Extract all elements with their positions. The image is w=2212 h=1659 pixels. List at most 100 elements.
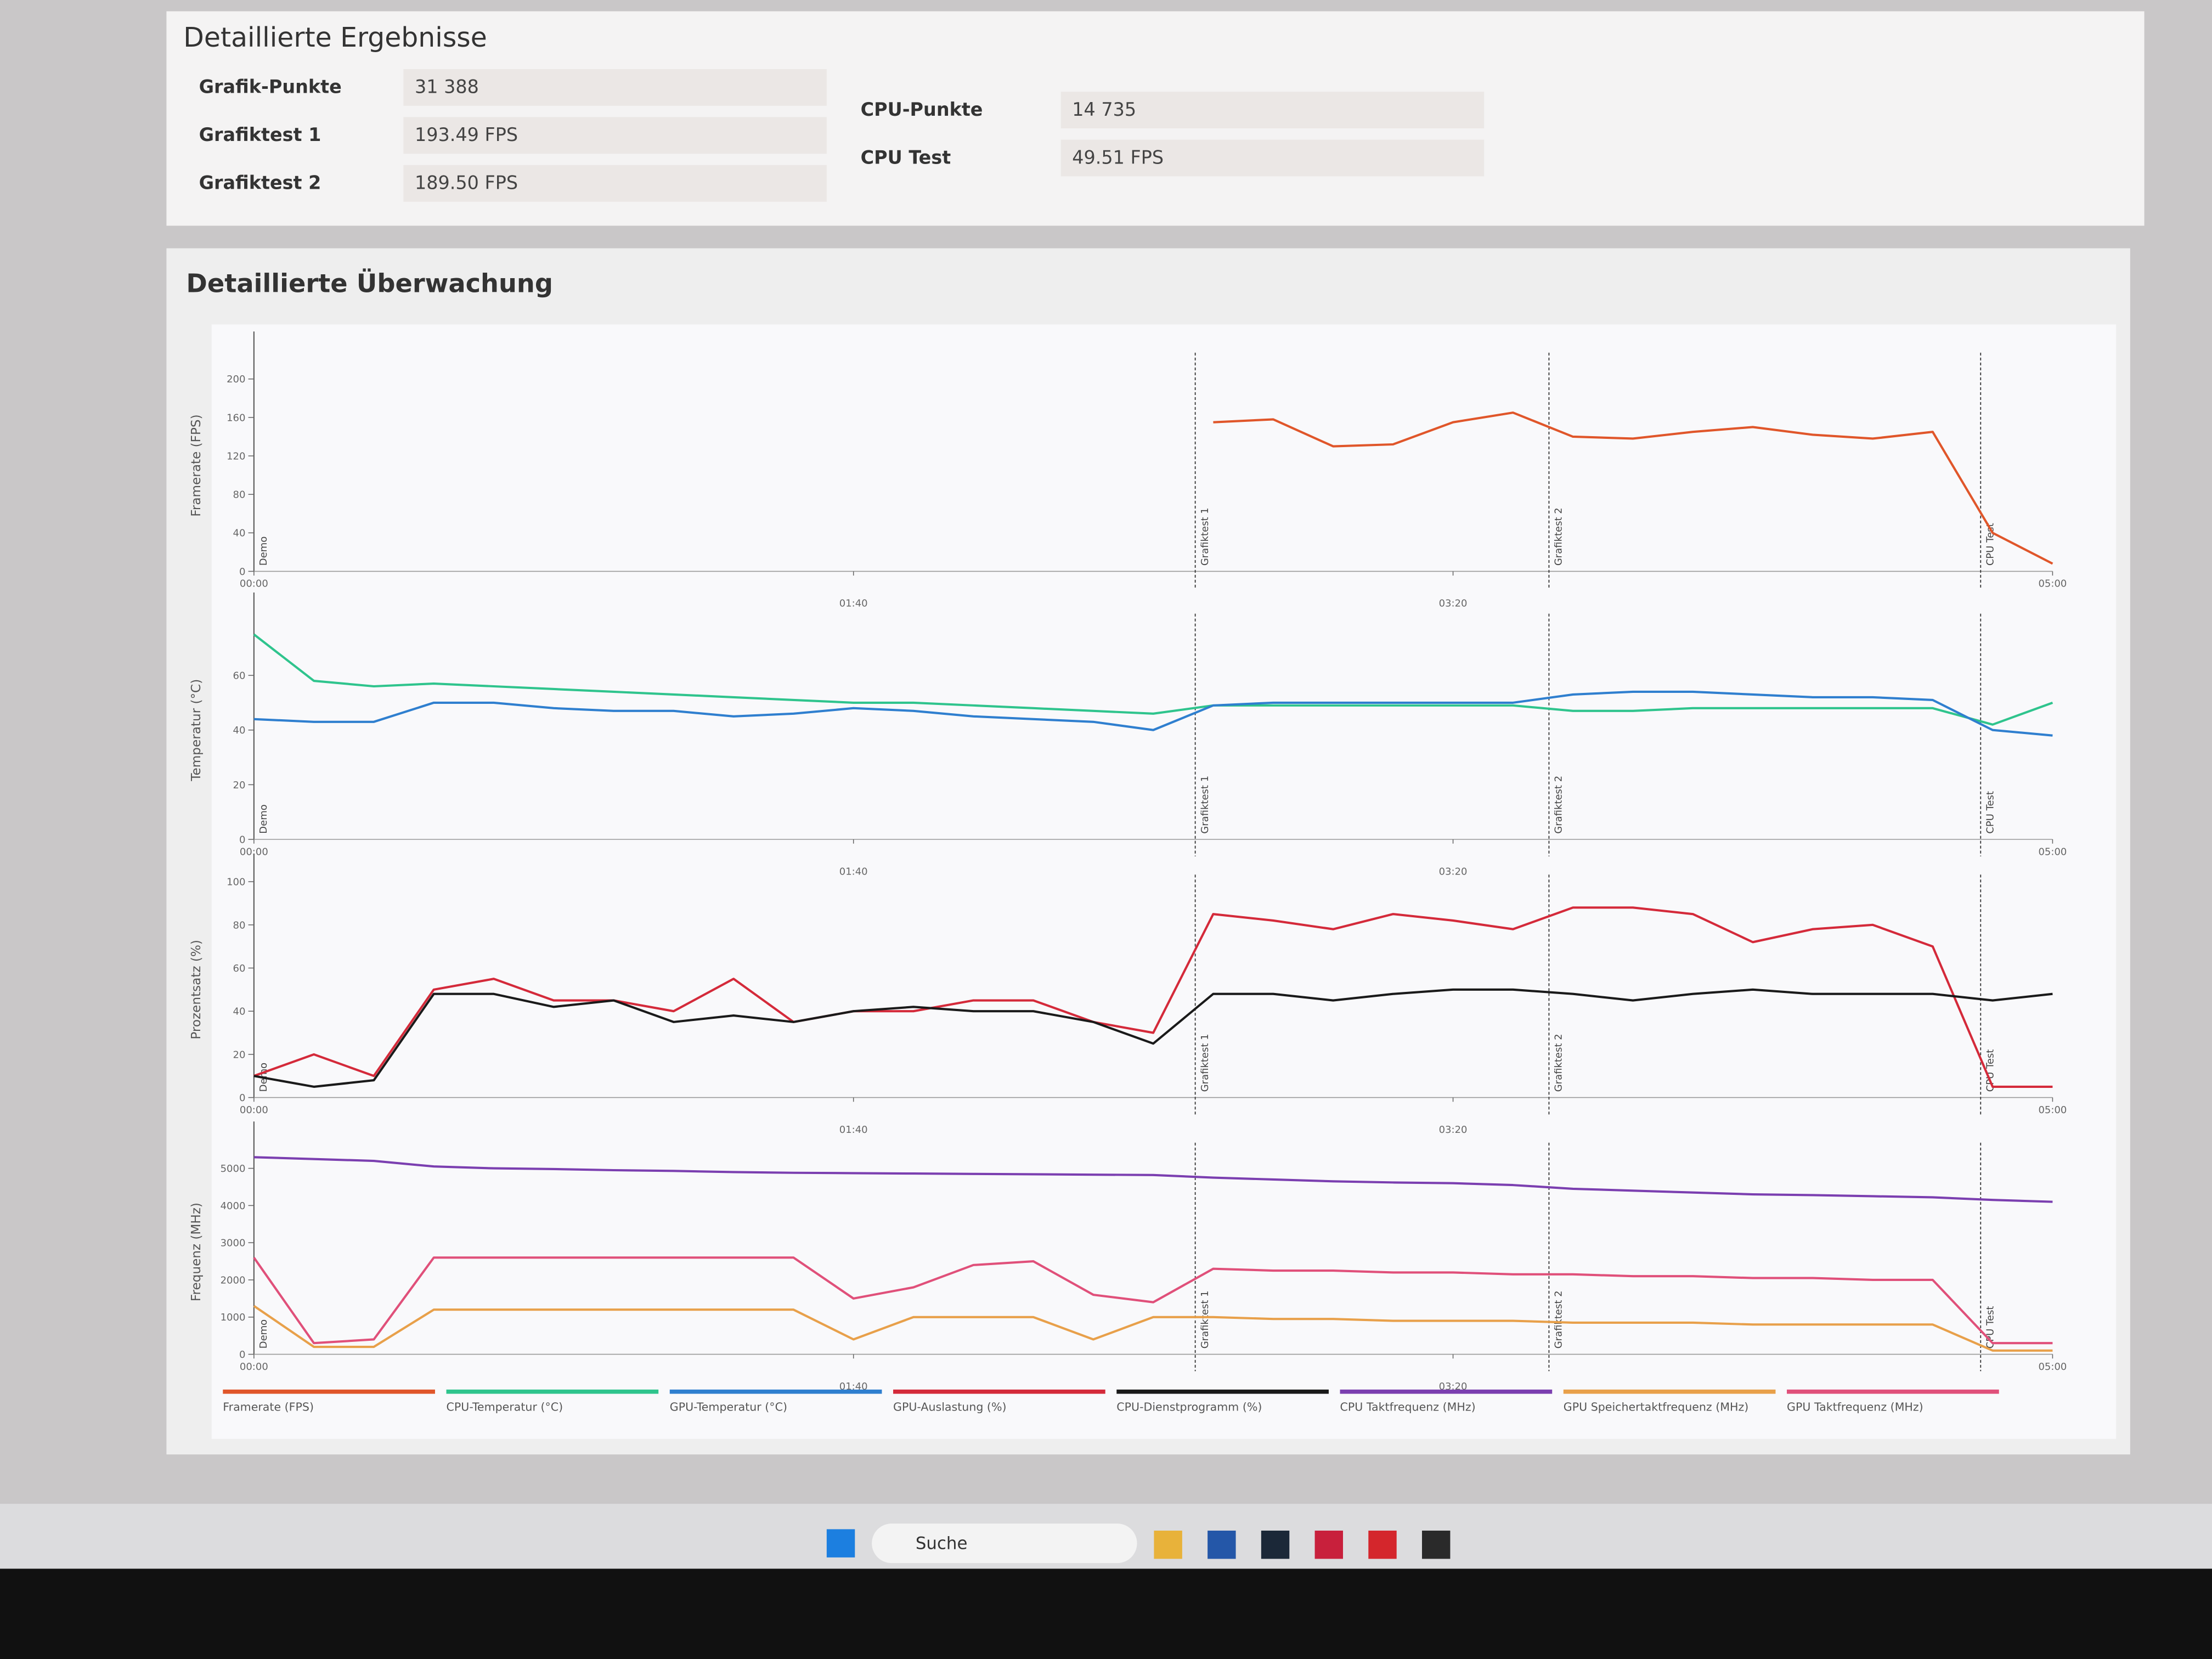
y-tick-label: 1000	[221, 1312, 246, 1323]
app-icon[interactable]	[1422, 1531, 1451, 1559]
result-value: 14 735	[1072, 99, 1136, 120]
y-tick-label: 2000	[221, 1274, 246, 1286]
legend-swatch	[1116, 1389, 1329, 1394]
x-tick-label: 05:00	[2038, 1104, 2067, 1116]
y-tick-label: 5000	[221, 1163, 246, 1175]
result-label: Grafik-Punkte	[199, 76, 342, 98]
y-tick-label: 0	[239, 566, 245, 578]
series-line	[253, 906, 2053, 1088]
x-tick-label: 05:00	[2038, 578, 2067, 590]
result-value: 193.49 FPS	[415, 124, 518, 145]
test-marker-label: Grafiktest 1	[1199, 1034, 1211, 1092]
y-tick-label: 60	[233, 963, 246, 974]
results-title: Detaillierte Ergebnisse	[183, 22, 487, 53]
legend-label: GPU Speichertaktfrequenz (MHz)	[1564, 1400, 1749, 1413]
y-tick-label: 3000	[221, 1238, 246, 1249]
results: Grafik-Punkte 31 388 Grafiktest 1 193.49 FP…	[199, 69, 1485, 202]
app-icon[interactable]	[1314, 1531, 1343, 1559]
x-tick-label: 00:00	[240, 1361, 268, 1373]
y-tick-label: 60	[233, 670, 246, 682]
legend-swatch	[669, 1389, 882, 1394]
series-line	[253, 988, 2053, 1088]
test-marker-label: Demo	[258, 537, 269, 566]
y-tick-label: 0	[239, 834, 245, 845]
legend-label: CPU Taktfrequenz (MHz)	[1340, 1400, 1476, 1413]
legend-label: GPU-Auslastung (%)	[893, 1400, 1006, 1413]
y-tick-label: 160	[227, 412, 245, 424]
legend-swatch	[893, 1389, 1105, 1394]
y-tick-label: 40	[233, 725, 246, 736]
app-icon[interactable]	[1207, 1531, 1236, 1559]
test-marker-label: Grafiktest 2	[1553, 776, 1565, 834]
x-tick-label: 03:20	[1439, 598, 1468, 610]
legend-swatch	[1340, 1389, 1553, 1394]
result-value: 49.51 FPS	[1072, 146, 1164, 168]
x-tick-label: 01:40	[839, 598, 868, 610]
test-marker-label: Grafiktest 2	[1553, 507, 1565, 566]
series-line	[253, 1156, 2053, 1203]
y-tick-label: 20	[233, 780, 246, 791]
y-tick-label: 0	[239, 1092, 245, 1104]
legend-label: CPU-Dienstprogramm (%)	[1116, 1400, 1262, 1413]
x-tick-label: 00:00	[240, 1104, 268, 1116]
test-marker-label: Demo	[258, 804, 269, 833]
app-icon[interactable]	[1368, 1531, 1397, 1559]
legend-swatch	[1563, 1389, 1776, 1394]
legend-label: GPU-Temperatur (°C)	[670, 1400, 787, 1413]
x-tick-label: 00:00	[240, 846, 268, 857]
legend-swatch	[446, 1389, 659, 1394]
x-tick-label: 01:40	[839, 1381, 868, 1392]
search-label: Suche	[916, 1533, 968, 1553]
y-tick-label: 0	[239, 1349, 245, 1361]
y-axis-label: Frequenz (MHz)	[189, 1203, 204, 1301]
value-field	[403, 117, 827, 154]
series-line	[253, 1305, 2053, 1352]
test-marker-label: Grafiktest 1	[1199, 776, 1211, 834]
legend-swatch	[223, 1389, 435, 1394]
legend-label: CPU-Temperatur (°C)	[447, 1400, 563, 1413]
x-tick-label: 03:20	[1439, 1124, 1468, 1136]
start-button[interactable]	[826, 1529, 855, 1558]
y-tick-label: 80	[233, 919, 246, 931]
test-marker-label: Demo	[258, 1319, 269, 1348]
series-line	[253, 633, 2053, 726]
legend-swatch	[1787, 1389, 1999, 1394]
test-marker-label: CPU Test	[1984, 791, 1996, 834]
result-label: CPU Test	[861, 146, 951, 168]
y-tick-label: 40	[233, 528, 246, 539]
y-tick-label: 80	[233, 489, 246, 501]
test-marker-label: Grafiktest 1	[1199, 507, 1211, 566]
result-value: 189.50 FPS	[415, 172, 518, 194]
value-field	[1060, 92, 1485, 128]
y-axis-label: Framerate (FPS)	[189, 414, 204, 516]
y-axis-label: Prozentsatz (%)	[189, 940, 204, 1040]
test-marker-label: Grafiktest 1	[1199, 1290, 1211, 1348]
series-line	[253, 690, 2053, 737]
app-icon[interactable]	[1261, 1531, 1290, 1559]
series-line	[1213, 411, 2053, 565]
result-label: CPU-Punkte	[861, 99, 983, 120]
test-marker-label: Grafiktest 2	[1553, 1290, 1565, 1348]
test-marker-label: CPU Test	[1984, 1049, 1996, 1092]
app-icon[interactable]	[1154, 1531, 1182, 1559]
y-tick-label: 200	[227, 374, 245, 385]
test-marker-label: Grafiktest 2	[1553, 1034, 1565, 1092]
x-tick-label: 01:40	[839, 866, 868, 877]
y-tick-label: 120	[227, 450, 245, 462]
result-value: 31 388	[415, 76, 479, 98]
y-tick-label: 40	[233, 1006, 246, 1018]
legend-label: Framerate (FPS)	[223, 1400, 314, 1413]
x-tick-label: 05:00	[2038, 1361, 2067, 1373]
value-field	[403, 69, 827, 106]
x-tick-label: 01:40	[839, 1124, 868, 1136]
y-axis-label: Temperatur (°C)	[189, 679, 204, 782]
search-box[interactable]	[872, 1523, 1137, 1564]
legend-label: GPU Taktfrequenz (MHz)	[1787, 1400, 1923, 1413]
y-tick-label: 100	[227, 877, 245, 888]
chart-area	[211, 324, 2117, 1439]
x-tick-label: 03:20	[1439, 1381, 1468, 1392]
value-field	[1060, 139, 1485, 177]
x-tick-label: 00:00	[240, 578, 268, 590]
